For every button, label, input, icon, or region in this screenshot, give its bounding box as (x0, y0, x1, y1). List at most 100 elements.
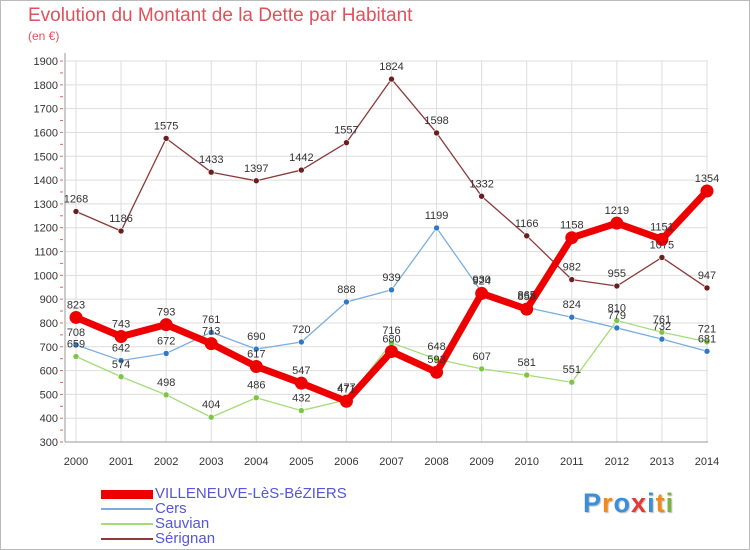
data-point (475, 286, 489, 300)
data-point (565, 231, 579, 245)
series-3 (72, 75, 711, 292)
brand-text: Proxiti (583, 488, 674, 519)
data-label: 659 (67, 339, 85, 351)
data-point (520, 302, 534, 316)
data-label: 939 (382, 272, 400, 284)
y-tick-label: 1700 (34, 104, 58, 116)
data-label: 823 (67, 299, 85, 311)
x-tick-label: 2001 (109, 456, 133, 468)
data-point (207, 168, 215, 176)
data-label: 690 (247, 331, 265, 343)
data-point (613, 282, 621, 290)
chart-subtitle: (en €) (28, 29, 60, 43)
series-0 (69, 184, 714, 408)
data-point (343, 139, 350, 146)
legend-swatch (101, 538, 153, 540)
legend-label: Cers (155, 500, 187, 517)
data-point (162, 391, 170, 399)
data-label: 858 (518, 291, 536, 303)
data-label: 721 (698, 324, 716, 336)
data-label: 1824 (379, 61, 403, 73)
data-label: 708 (67, 327, 85, 339)
data-label: 947 (698, 270, 716, 282)
data-point (568, 276, 576, 283)
data-label: 642 (112, 343, 130, 355)
data-label: 720 (292, 324, 310, 336)
y-tick-label: 1200 (34, 223, 58, 235)
brand-letter: i (665, 488, 675, 518)
data-point (72, 353, 80, 360)
data-point (252, 345, 260, 353)
data-label: 779 (608, 310, 626, 322)
legend-label: Sérignan (155, 530, 216, 547)
data-label: 680 (382, 334, 400, 346)
x-tick-label: 2007 (379, 456, 403, 468)
data-point (204, 337, 218, 351)
y-tick-label: 800 (40, 318, 58, 330)
data-label: 761 (202, 314, 220, 326)
data-point (72, 341, 80, 349)
data-label: 888 (337, 284, 355, 296)
y-tick-label: 1000 (34, 270, 58, 282)
data-label: 1442 (289, 152, 313, 164)
data-point (658, 254, 666, 261)
data-label: 1199 (425, 210, 449, 222)
brand-letter: x (631, 488, 648, 518)
data-point (298, 166, 305, 174)
data-point (658, 328, 666, 336)
x-tick-label: 2012 (605, 456, 629, 468)
data-point (298, 338, 305, 346)
data-label: 761 (653, 314, 671, 326)
data-point (207, 413, 215, 421)
x-tick-label: 2013 (650, 456, 674, 468)
data-label: 607 (472, 351, 490, 363)
y-tick-label: 500 (40, 389, 58, 401)
data-label: 486 (247, 380, 265, 392)
data-label: 551 (563, 364, 581, 376)
data-label: 672 (157, 335, 175, 347)
data-label: 1158 (560, 220, 584, 232)
x-tick-label: 2011 (560, 456, 584, 468)
data-point (613, 324, 621, 332)
y-tick-label: 600 (40, 366, 58, 378)
data-labels-3: 1268 1186 1575 1433 1397 1442 1557 1824 1598 1332… (64, 61, 716, 282)
data-point (385, 345, 398, 359)
data-point (568, 313, 576, 321)
data-label: 1354 (695, 173, 719, 185)
data-label: 432 (292, 393, 310, 405)
data-point (72, 208, 80, 215)
data-point (339, 394, 353, 408)
data-label: 924 (472, 275, 490, 287)
data-label: 713 (202, 326, 220, 338)
y-tick-label: 400 (40, 413, 58, 425)
data-point (343, 298, 350, 306)
data-label: 793 (157, 307, 175, 319)
x-tick-label: 2010 (514, 456, 538, 468)
y-tick-label: 1500 (34, 151, 58, 163)
data-point (114, 330, 128, 344)
data-point (478, 365, 485, 373)
data-point (117, 357, 125, 364)
data-point (433, 355, 440, 363)
data-point (294, 376, 308, 390)
x-tick-label: 2008 (424, 456, 448, 468)
y-tick-label: 1900 (34, 56, 58, 68)
data-point (430, 365, 444, 379)
data-label: 404 (202, 399, 220, 411)
legend-label: Sauvian (155, 515, 210, 532)
data-point (703, 347, 711, 355)
data-point (700, 184, 714, 198)
data-label: 1151 (650, 221, 674, 233)
data-label: 1075 (650, 239, 674, 251)
data-label: 471 (337, 383, 355, 395)
legend-swatch (101, 523, 153, 525)
data-point (523, 232, 531, 240)
data-point (162, 135, 170, 142)
data-label: 648 (427, 341, 445, 353)
data-label: 716 (382, 325, 400, 337)
data-point (703, 284, 711, 292)
brand-logo: Proxiti (583, 488, 674, 519)
brand-letter: t (655, 488, 666, 518)
